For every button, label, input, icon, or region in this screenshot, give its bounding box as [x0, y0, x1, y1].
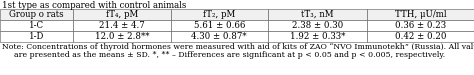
Text: 2.38 ± 0.30: 2.38 ± 0.30 — [292, 21, 343, 30]
Text: 4.30 ± 0.87*: 4.30 ± 0.87* — [191, 32, 247, 41]
Bar — [367, 31, 474, 42]
Bar — [268, 9, 367, 20]
Bar — [73, 20, 171, 31]
Text: TTH, μU/ml: TTH, μU/ml — [395, 10, 447, 19]
Bar — [171, 9, 268, 20]
Text: 5.61 ± 0.66: 5.61 ± 0.66 — [193, 21, 245, 30]
Bar — [73, 9, 171, 20]
Bar — [268, 31, 367, 42]
Bar — [367, 9, 474, 20]
Text: 1.92 ± 0.33*: 1.92 ± 0.33* — [290, 32, 345, 41]
Text: tT₃, nM: tT₃, nM — [301, 10, 334, 19]
Text: 21.4 ± 4.7: 21.4 ± 4.7 — [99, 21, 145, 30]
Bar — [367, 20, 474, 31]
Text: fT₄, pM: fT₄, pM — [106, 10, 138, 19]
Bar — [268, 20, 367, 31]
Text: Group o rats: Group o rats — [9, 10, 64, 19]
Text: 0.36 ± 0.23: 0.36 ± 0.23 — [395, 21, 446, 30]
Text: 1-C: 1-C — [29, 21, 44, 30]
Bar — [0, 31, 73, 42]
Text: fT₂, pM: fT₂, pM — [203, 10, 236, 19]
Bar — [0, 20, 73, 31]
Text: 1-D: 1-D — [29, 32, 45, 41]
Text: 12.0 ± 2.8**: 12.0 ± 2.8** — [95, 32, 149, 41]
Bar — [171, 20, 268, 31]
Bar — [171, 31, 268, 42]
Text: 0.42 ± 0.20: 0.42 ± 0.20 — [395, 32, 447, 41]
Bar — [73, 31, 171, 42]
Bar — [0, 9, 73, 20]
Text: 1st type as compared with control animals: 1st type as compared with control animal… — [2, 1, 186, 10]
Text: are presented as the means ± SD. *, ** – Differences are significant at p < 0.05: are presented as the means ± SD. *, ** –… — [14, 51, 445, 59]
Text: Note: Concentrations of thyroid hormones were measured with aid of kits of ZAO “: Note: Concentrations of thyroid hormones… — [2, 43, 474, 51]
